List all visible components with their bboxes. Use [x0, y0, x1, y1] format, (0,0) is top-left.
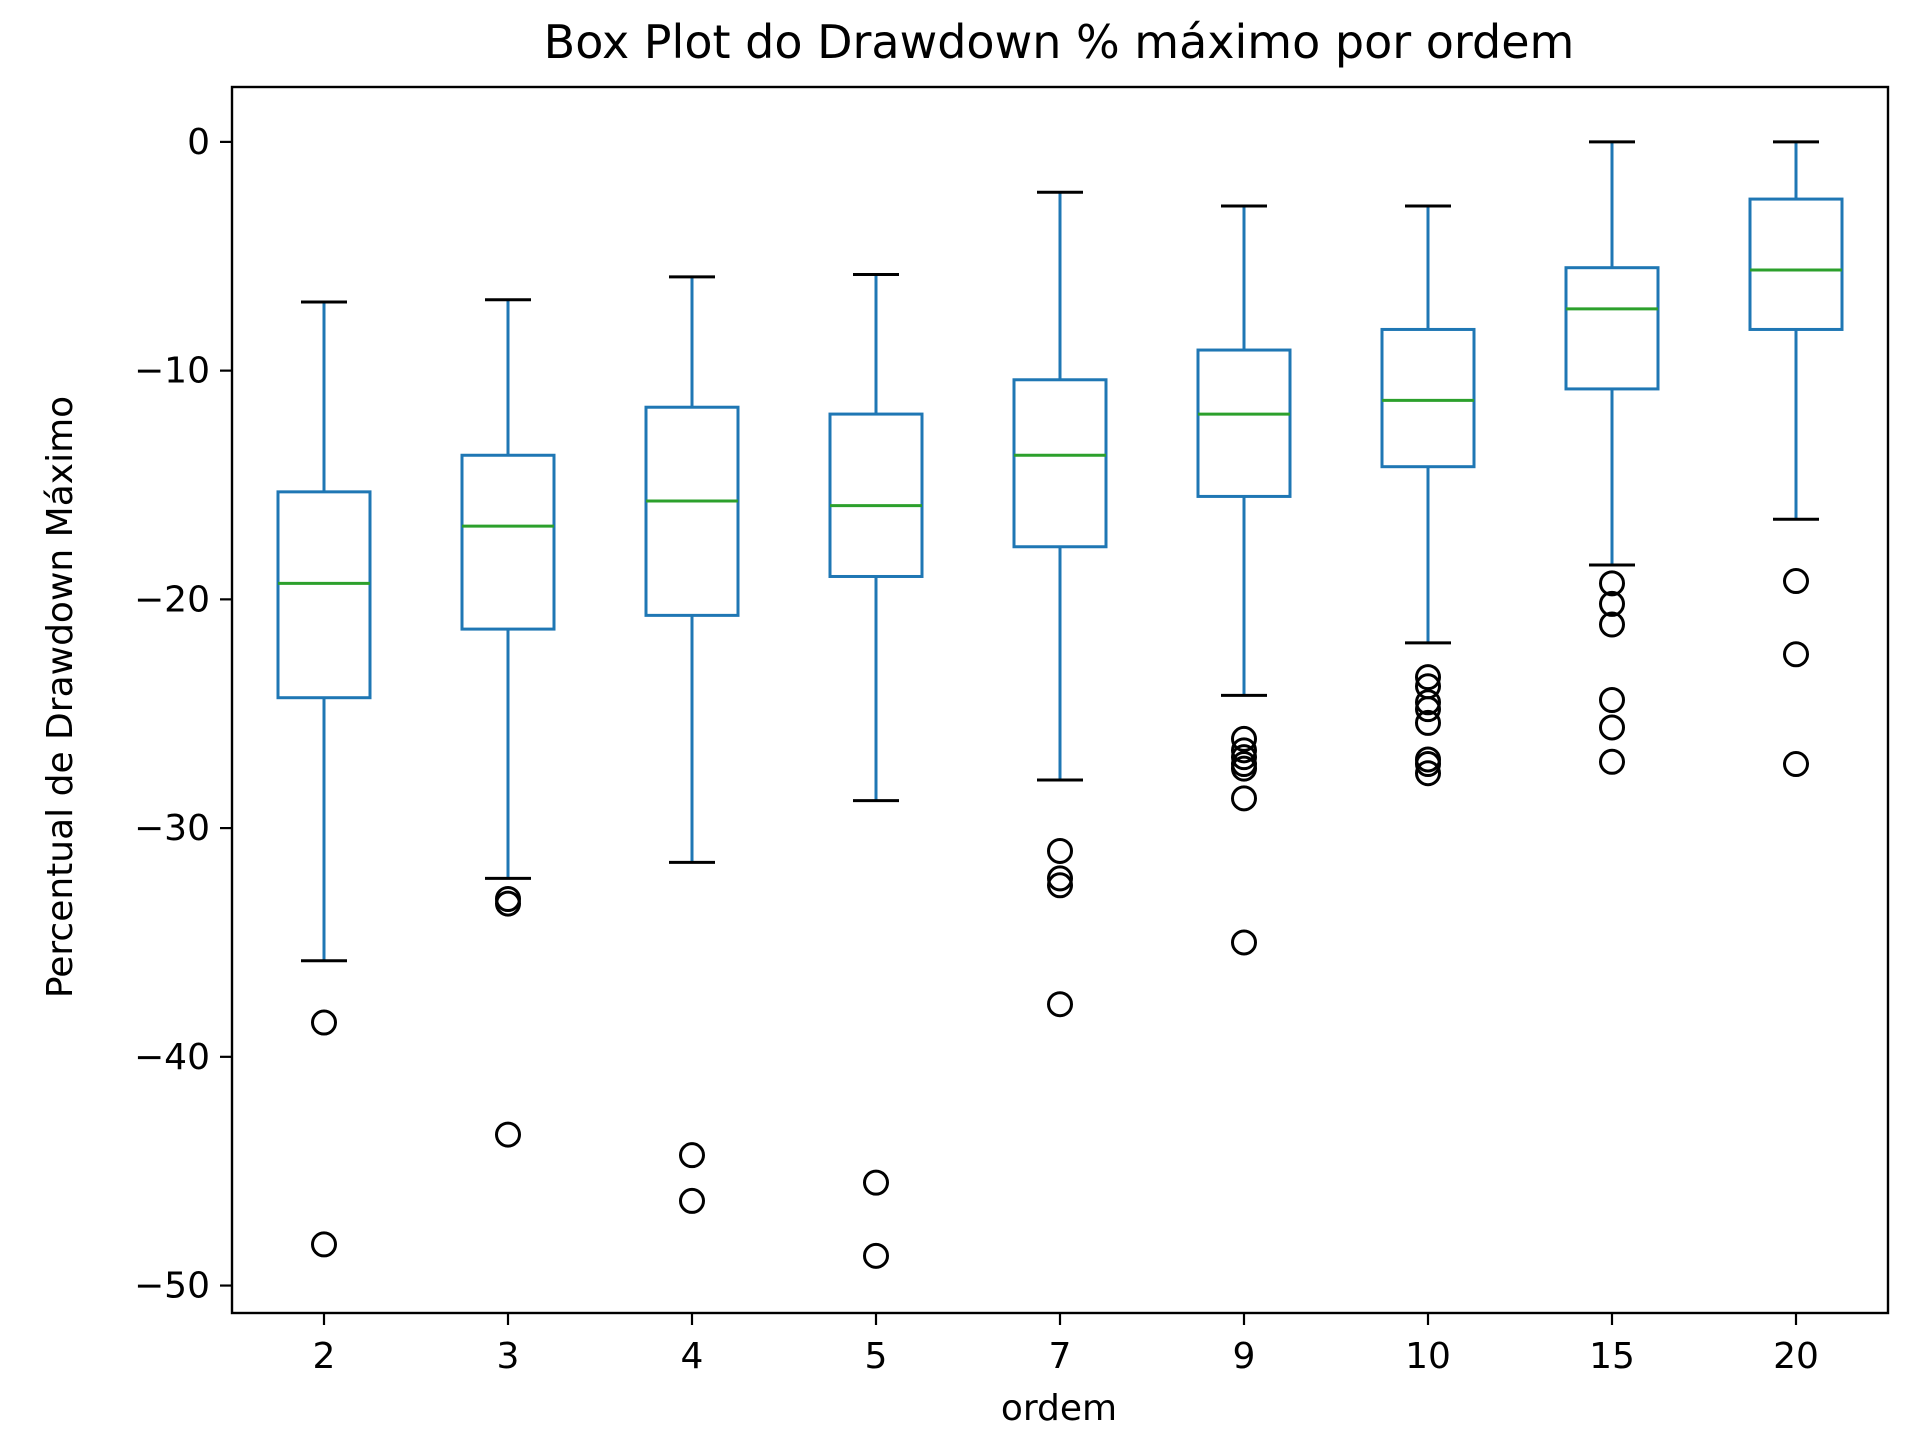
iqr-box: [1748, 197, 1844, 331]
outlier-point: [1415, 664, 1441, 691]
iqr-box: [1380, 327, 1476, 469]
outlier-point: [1231, 725, 1257, 752]
outlier-point: [679, 1187, 705, 1214]
outlier-point: [1783, 568, 1809, 595]
outlier-point: [1231, 737, 1257, 764]
iqr-box: [1012, 378, 1108, 549]
outlier-point: [1047, 872, 1073, 899]
outlier-point: [1047, 865, 1073, 892]
box-group-15: [1564, 140, 1660, 775]
outlier-point: [863, 1242, 889, 1269]
outlier-point: [1231, 744, 1257, 771]
outlier-point: [1599, 611, 1625, 638]
x-tick-label: 7: [1049, 1336, 1072, 1377]
axes: 0 −10 −20 −30 −40 −50 2 3 4 5 7 9 10 15 20: [134, 85, 1890, 1377]
y-tick-label: 0: [187, 122, 210, 163]
outlier-point: [311, 1231, 337, 1258]
box-group-20: [1748, 140, 1844, 778]
box-group-7: [1012, 190, 1108, 1018]
x-axis-label: ordem: [1001, 1388, 1117, 1429]
outlier-point: [1415, 760, 1441, 787]
box-group-3: [460, 298, 556, 1148]
box-group-5: [828, 273, 924, 1269]
x-tick-label: 5: [865, 1336, 888, 1377]
outlier-point: [1231, 785, 1257, 812]
iqr-box: [1196, 348, 1292, 498]
outlier-point: [1599, 714, 1625, 741]
outlier-point: [1415, 751, 1441, 778]
outlier-point: [1231, 755, 1257, 782]
x-tick-label: 10: [1405, 1336, 1451, 1377]
y-tick-label: −40: [134, 1037, 210, 1078]
outlier-point: [1047, 837, 1073, 864]
x-tick-label: 2: [313, 1336, 336, 1377]
y-tick-label: −30: [134, 808, 210, 849]
outlier-point: [1415, 696, 1441, 723]
outlier-point: [863, 1169, 889, 1196]
iqr-box: [460, 453, 556, 631]
iqr-box: [828, 412, 924, 578]
outlier-point: [1783, 641, 1809, 668]
outlier-point: [311, 1009, 337, 1036]
iqr-box: [1564, 266, 1660, 391]
outlier-point: [1047, 991, 1073, 1018]
x-tick-label: 4: [681, 1336, 704, 1377]
x-tick-label: 20: [1773, 1336, 1819, 1377]
iqr-box: [276, 490, 372, 700]
x-tick-label: 9: [1233, 1336, 1256, 1377]
outlier-point: [1599, 687, 1625, 713]
box-group-4: [644, 275, 740, 1214]
outlier-point: [1783, 751, 1809, 778]
x-tick-label: 3: [497, 1336, 520, 1377]
outlier-point: [1599, 748, 1625, 775]
box-group-10: [1380, 204, 1476, 787]
x-tick-label: 15: [1589, 1336, 1635, 1377]
outlier-point: [495, 1121, 521, 1148]
y-tick-label: −50: [134, 1266, 210, 1307]
outlier-point: [679, 1142, 705, 1169]
y-axis-label: Percentual de Drawdown Máximo: [40, 396, 81, 998]
outlier-point: [1415, 709, 1441, 736]
plot-area: [276, 140, 1844, 1269]
outlier-point: [495, 890, 521, 917]
outlier-point: [1599, 590, 1625, 617]
iqr-box: [644, 405, 740, 617]
box-group-2: [276, 300, 372, 1258]
y-tick-label: −10: [134, 351, 210, 392]
outlier-point: [1599, 570, 1625, 597]
chart-title: Box Plot do Drawdown % máximo por ordem: [544, 15, 1575, 69]
y-tick-label: −20: [134, 579, 210, 620]
outlier-point: [1231, 929, 1257, 956]
outlier-point: [1415, 689, 1441, 716]
box-group-9: [1196, 204, 1292, 956]
